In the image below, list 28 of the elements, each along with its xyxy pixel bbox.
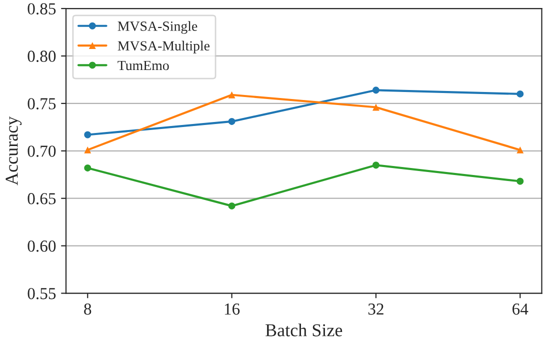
point — [516, 178, 524, 185]
x-tick-label: 8 — [84, 303, 92, 315]
point — [372, 162, 380, 169]
x-axis-title: Batch Size — [266, 324, 342, 336]
point — [516, 90, 524, 98]
y-axis-title: Accuracy — [6, 116, 22, 186]
point — [84, 164, 92, 172]
point — [228, 91, 236, 98]
point — [372, 86, 380, 94]
y-tick-label: 0.80 — [28, 50, 56, 62]
x-tick-label: 64 — [512, 304, 528, 315]
point — [84, 131, 92, 138]
y-tick-label: 0.55 — [28, 288, 56, 300]
point — [84, 146, 92, 154]
y-tick-label: 0.85 — [28, 3, 56, 15]
x-tick-label: 16 — [224, 304, 240, 315]
y-tick-label: 0.75 — [28, 98, 56, 110]
point — [228, 118, 236, 125]
legend-label: TumEmo — [118, 60, 169, 70]
y-tick-label: 0.65 — [28, 193, 56, 204]
legend-label: MVSA-Single — [118, 21, 198, 34]
point — [372, 104, 380, 111]
x-tick-label: 32 — [368, 304, 384, 315]
y-tick-label: 0.70 — [28, 146, 56, 157]
y-tick-label: 0.60 — [28, 240, 56, 252]
legend-label: MVSA-Multiple — [118, 40, 210, 54]
point — [228, 202, 236, 210]
point — [516, 146, 524, 154]
